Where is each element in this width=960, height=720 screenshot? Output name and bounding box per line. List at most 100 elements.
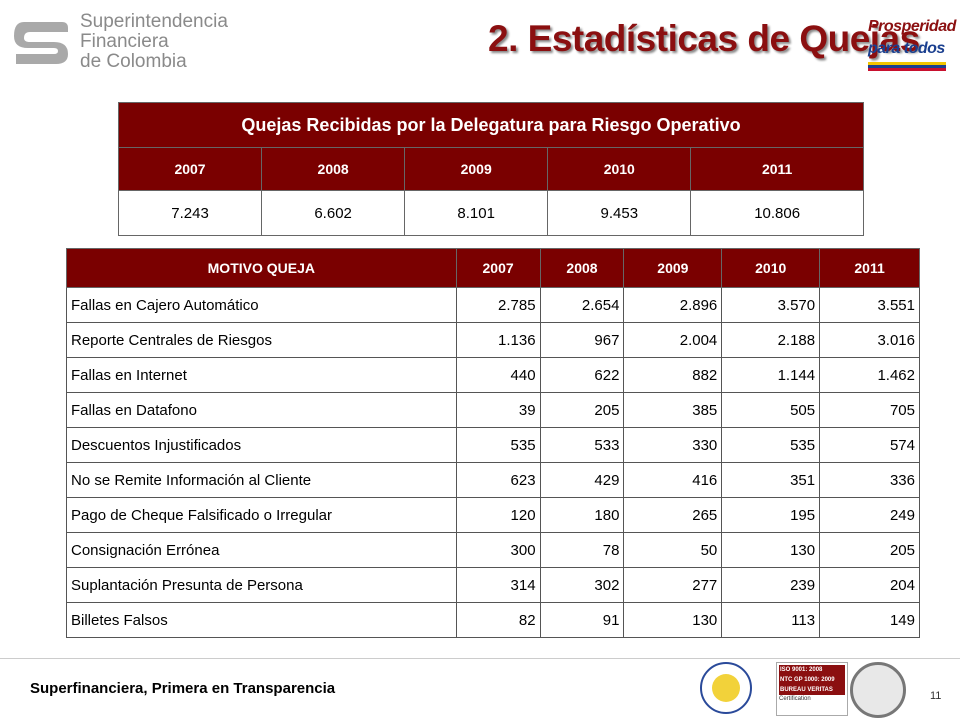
motivo-cell: Reporte Centrales de Riesgos bbox=[66, 322, 457, 358]
motivo-cell: Descuentos Injustificados bbox=[66, 427, 457, 463]
table-row: Billetes Falsos 82 91 130 113 149 bbox=[66, 602, 920, 638]
table1-values-row: 7.243 6.602 8.101 9.453 10.806 bbox=[117, 190, 864, 236]
value-cell: 205 bbox=[819, 532, 920, 568]
logo-line-2: Financiera bbox=[80, 31, 169, 52]
value-cell: 78 bbox=[539, 532, 625, 568]
value-cell: 535 bbox=[455, 427, 541, 463]
value-cell: 1.136 bbox=[455, 322, 541, 358]
value-cell: 440 bbox=[455, 357, 541, 393]
table1-year: 2009 bbox=[404, 147, 549, 191]
table-row: Consignación Errónea 300 78 50 130 205 bbox=[66, 532, 920, 568]
table1-value: 6.602 bbox=[261, 190, 406, 236]
bureau-veritas-seal-icon bbox=[850, 662, 906, 718]
logo-line-1: Superintendencia bbox=[80, 11, 228, 32]
value-cell: 39 bbox=[455, 392, 541, 428]
table-row: Reporte Centrales de Riesgos 1.136 967 2.00… bbox=[66, 322, 920, 358]
value-cell: 351 bbox=[721, 462, 821, 498]
value-cell: 302 bbox=[539, 567, 625, 603]
value-cell: 180 bbox=[539, 497, 625, 533]
motivo-queja-table: MOTIVO QUEJA 2007 2008 2009 2010 2011 Fa… bbox=[66, 248, 920, 638]
table1-year: 2008 bbox=[261, 147, 406, 191]
motivo-cell: Fallas en Internet bbox=[66, 357, 457, 393]
value-cell: 2.785 bbox=[455, 287, 541, 323]
value-cell: 91 bbox=[539, 602, 625, 638]
cert-line: NTC GP 1000: 2009 bbox=[779, 675, 845, 685]
cert-line: Certification bbox=[779, 696, 811, 702]
logo-line-3: de Colombia bbox=[80, 51, 187, 72]
table-row: No se Remite Información al Cliente 623 42… bbox=[66, 462, 920, 498]
value-cell: 50 bbox=[623, 532, 723, 568]
value-cell: 535 bbox=[721, 427, 821, 463]
value-cell: 249 bbox=[819, 497, 920, 533]
table1-title: Quejas Recibidas por la Delegatura para … bbox=[118, 102, 864, 148]
value-cell: 623 bbox=[455, 462, 541, 498]
table1-value: 9.453 bbox=[547, 190, 692, 236]
table1-value: 10.806 bbox=[690, 190, 864, 236]
value-cell: 330 bbox=[623, 427, 723, 463]
prosperidad-line-2: para todos bbox=[868, 40, 945, 57]
table1-header-row: 2007 2008 2009 2010 2011 bbox=[117, 147, 864, 191]
value-cell: 705 bbox=[819, 392, 920, 428]
value-cell: 3.570 bbox=[721, 287, 821, 323]
value-cell: 239 bbox=[721, 567, 821, 603]
value-cell: 130 bbox=[721, 532, 821, 568]
table2-header-row: MOTIVO QUEJA 2007 2008 2009 2010 2011 bbox=[66, 248, 920, 288]
value-cell: 2.004 bbox=[623, 322, 723, 358]
table1-year: 2011 bbox=[690, 147, 864, 191]
value-cell: 300 bbox=[455, 532, 541, 568]
value-cell: 967 bbox=[539, 322, 625, 358]
table-row: Fallas en Datafono 39 205 385 505 705 bbox=[66, 392, 920, 428]
value-cell: 265 bbox=[623, 497, 723, 533]
colombia-map-icon bbox=[712, 674, 740, 702]
value-cell: 2.654 bbox=[539, 287, 625, 323]
motivo-cell: Fallas en Cajero Automático bbox=[66, 287, 457, 323]
table2-body: Fallas en Cajero Automático 2.785 2.654 2.8… bbox=[66, 287, 920, 638]
motivo-cell: Fallas en Datafono bbox=[66, 392, 457, 428]
motivo-cell: Billetes Falsos bbox=[66, 602, 457, 638]
value-cell: 622 bbox=[539, 357, 625, 393]
value-cell: 113 bbox=[721, 602, 821, 638]
table1-value: 7.243 bbox=[117, 190, 263, 236]
page-title: 2. Estadísticas de Quejas bbox=[488, 18, 920, 59]
value-cell: 3.016 bbox=[819, 322, 920, 358]
flag-stripes-icon bbox=[868, 62, 946, 71]
motivo-cell: No se Remite Información al Cliente bbox=[66, 462, 457, 498]
value-cell: 2.188 bbox=[721, 322, 821, 358]
table2-header: 2008 bbox=[539, 248, 625, 288]
value-cell: 205 bbox=[539, 392, 625, 428]
value-cell: 82 bbox=[455, 602, 541, 638]
table1-year: 2007 bbox=[117, 147, 263, 191]
table2-header: 2010 bbox=[721, 248, 821, 288]
value-cell: 533 bbox=[539, 427, 625, 463]
table1-value: 8.101 bbox=[404, 190, 549, 236]
table-row: Fallas en Cajero Automático 2.785 2.654 2.8… bbox=[66, 287, 920, 323]
value-cell: 120 bbox=[455, 497, 541, 533]
cert-line: ISO 9001: 2008 bbox=[779, 665, 845, 675]
table-row: Suplantación Presunta de Persona 314 302 27… bbox=[66, 567, 920, 603]
prosperidad-logo: Prosperidad para todos bbox=[864, 14, 956, 76]
table-row: Fallas en Internet 440 622 882 1.144 1.462 bbox=[66, 357, 920, 393]
table2-header: MOTIVO QUEJA bbox=[66, 248, 457, 288]
superfinanciera-s-icon bbox=[10, 14, 72, 70]
quejas-recibidas-table: Quejas Recibidas por la Delegatura para … bbox=[117, 102, 864, 236]
page-number: 11 bbox=[930, 690, 942, 702]
value-cell: 1.462 bbox=[819, 357, 920, 393]
table-row: Pago de Cheque Falsificado o Irregular 12… bbox=[66, 497, 920, 533]
table1-year: 2010 bbox=[547, 147, 692, 191]
value-cell: 149 bbox=[819, 602, 920, 638]
footer-tagline: Superfinanciera, Primera en Transparenci… bbox=[30, 680, 336, 697]
table2-header: 2011 bbox=[819, 248, 920, 288]
value-cell: 882 bbox=[623, 357, 723, 393]
government-seal-icon bbox=[700, 662, 752, 714]
table2-header: 2007 bbox=[455, 248, 541, 288]
value-cell: 1.144 bbox=[721, 357, 821, 393]
value-cell: 195 bbox=[721, 497, 821, 533]
prosperidad-line-1: Prosperidad bbox=[868, 18, 956, 35]
value-cell: 574 bbox=[819, 427, 920, 463]
cert-line: BUREAU VERITAS bbox=[779, 685, 845, 695]
iso-certification-badge: ISO 9001: 2008 NTC GP 1000: 2009 BUREAU … bbox=[776, 662, 848, 716]
table-row: Descuentos Injustificados 535 533 330 535 574 bbox=[66, 427, 920, 463]
value-cell: 2.896 bbox=[623, 287, 723, 323]
value-cell: 385 bbox=[623, 392, 723, 428]
table2-header: 2009 bbox=[623, 248, 723, 288]
